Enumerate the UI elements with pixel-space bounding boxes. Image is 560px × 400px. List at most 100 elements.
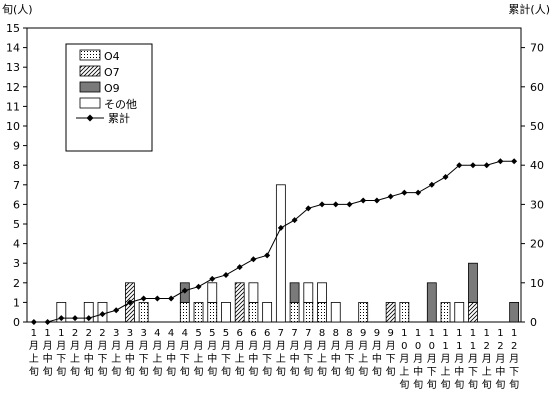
legend-swatch-other — [79, 97, 101, 109]
legend-label-o9: O9 — [104, 82, 120, 95]
x-tick-label-char: 上 — [276, 353, 286, 365]
x-tick-label-char: 5 — [195, 328, 201, 339]
cumulative-marker — [113, 307, 120, 314]
y-left-tick-label: 0 — [13, 316, 20, 329]
x-tick-label-char: 下 — [509, 367, 519, 378]
y-right-tick-label: 50 — [530, 120, 544, 133]
plot-area — [26, 27, 522, 323]
x-tick-label-char: 1 — [442, 328, 448, 339]
y-right-tick-label: 10 — [530, 277, 544, 290]
cumulative-marker — [236, 264, 243, 271]
x-tick-label-char: 1 — [456, 341, 462, 352]
x-tick-label-char: 月 — [152, 340, 162, 352]
y-right-tick-label: 30 — [530, 198, 544, 211]
x-tick-label-char: 旬 — [482, 378, 492, 391]
bar-segment-O4 — [358, 301, 369, 323]
legend-label-o4: O4 — [104, 50, 120, 63]
x-tick-label-char: 2 — [86, 328, 92, 339]
x-tick-label-char: 旬 — [43, 365, 53, 378]
x-tick-label-char: 下 — [97, 354, 107, 365]
x-tick-label-char: 月 — [221, 340, 231, 352]
x-tick-label-char: 上 — [482, 366, 492, 378]
x-tick-label-char: 2 — [72, 328, 78, 339]
legend-label-cumulative: 累計 — [108, 111, 130, 125]
y-left-axis-label: 旬(人) — [2, 3, 33, 16]
x-tick-label-char: 月 — [454, 353, 464, 365]
x-tick-label-char: 旬 — [221, 365, 231, 378]
x-tick-label-char: 旬 — [495, 378, 505, 391]
x-tick-label-char: 旬 — [441, 378, 451, 391]
x-tick-label-char: 旬 — [468, 378, 478, 391]
x-tick-label-char: 7 — [278, 328, 284, 339]
cumulative-marker — [195, 283, 202, 290]
y-left-tick-label: 8 — [13, 159, 20, 172]
x-tick-label-char: 6 — [264, 328, 270, 339]
x-tick-label-char: 旬 — [194, 365, 204, 378]
x-tick-label-char: 下 — [56, 354, 66, 365]
x-tick-label-char: 中 — [207, 352, 217, 365]
x-tick-label-char: 月 — [509, 353, 519, 365]
x-tick-label-char: 旬 — [372, 365, 382, 378]
x-tick-label-char: 1 — [44, 328, 50, 339]
cumulative-marker — [346, 201, 353, 208]
y-left-tick-label: 11 — [6, 100, 20, 113]
x-tick-label-char: 1 — [484, 328, 490, 339]
x-tick-label-char: 1 — [456, 328, 462, 339]
x-tick-label-char: 月 — [70, 340, 80, 352]
y-left-tick-label: 10 — [6, 120, 20, 133]
cumulative-marker — [126, 299, 133, 306]
x-tick-label-char: 8 — [333, 328, 339, 339]
y-left-tick-label: 9 — [13, 140, 20, 153]
x-tick-label-char: 6 — [237, 328, 243, 339]
y-left-tick-label: 6 — [13, 198, 20, 211]
y-right-tick-label: 20 — [530, 238, 544, 251]
x-tick-label-char: 月 — [139, 340, 149, 352]
x-tick-label-char: 中 — [125, 352, 135, 365]
bar-segment-その他 — [56, 301, 67, 323]
x-tick-label-char: 0 — [415, 341, 421, 352]
x-tick-label-char: 上 — [29, 353, 39, 365]
x-tick-label-char: 月 — [111, 340, 121, 352]
x-tick-label-char: 中 — [290, 352, 300, 365]
x-tick-label-char: 月 — [29, 340, 39, 352]
cumulative-marker — [428, 181, 435, 188]
x-tick-label-char: 下 — [344, 354, 354, 365]
x-tick-label-char: 7 — [305, 328, 311, 339]
x-tick-label-char: 下 — [427, 367, 437, 378]
x-tick-label-char: 下 — [139, 354, 149, 365]
y-left-tick-label: 12 — [6, 81, 20, 94]
x-tick-label-char: 旬 — [317, 365, 327, 378]
x-tick-label-char: 月 — [413, 353, 423, 365]
x-tick-label-char: 下 — [221, 354, 231, 365]
y-right-tick-label: 40 — [530, 159, 544, 172]
x-tick-label-char: 3 — [113, 328, 119, 339]
y-left-tick-label: 5 — [13, 218, 20, 231]
y-left-tick-label: 1 — [13, 296, 20, 309]
cumulative-marker — [85, 315, 92, 322]
x-tick-label-char: 4 — [168, 328, 174, 339]
x-tick-label-char: 旬 — [125, 365, 135, 378]
x-tick-label-char: 旬 — [29, 365, 39, 378]
x-tick-label-char: 月 — [303, 340, 313, 352]
legend-box — [65, 43, 153, 152]
x-tick-label-char: 中 — [454, 365, 464, 378]
x-tick-label-char: 中 — [84, 352, 94, 365]
x-tick-label-char: 旬 — [70, 365, 80, 378]
x-tick-label-char: 中 — [43, 352, 53, 365]
x-tick-label-char: 月 — [97, 340, 107, 352]
x-tick-label-char: 月 — [290, 340, 300, 352]
x-tick-label-char: 1 — [511, 328, 517, 339]
x-tick-label-char: 旬 — [386, 365, 396, 378]
bar-segment-O4 — [207, 301, 218, 323]
cumulative-marker — [373, 197, 380, 204]
cumulative-marker — [181, 287, 188, 294]
x-tick-label-char: 旬 — [97, 365, 107, 378]
